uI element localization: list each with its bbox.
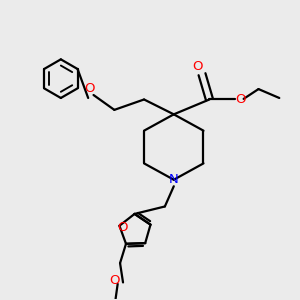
Text: O: O — [110, 274, 120, 287]
Text: N: N — [169, 173, 179, 186]
Text: O: O — [117, 221, 128, 234]
Text: O: O — [85, 82, 95, 95]
Text: O: O — [235, 93, 245, 106]
Text: O: O — [192, 60, 203, 73]
